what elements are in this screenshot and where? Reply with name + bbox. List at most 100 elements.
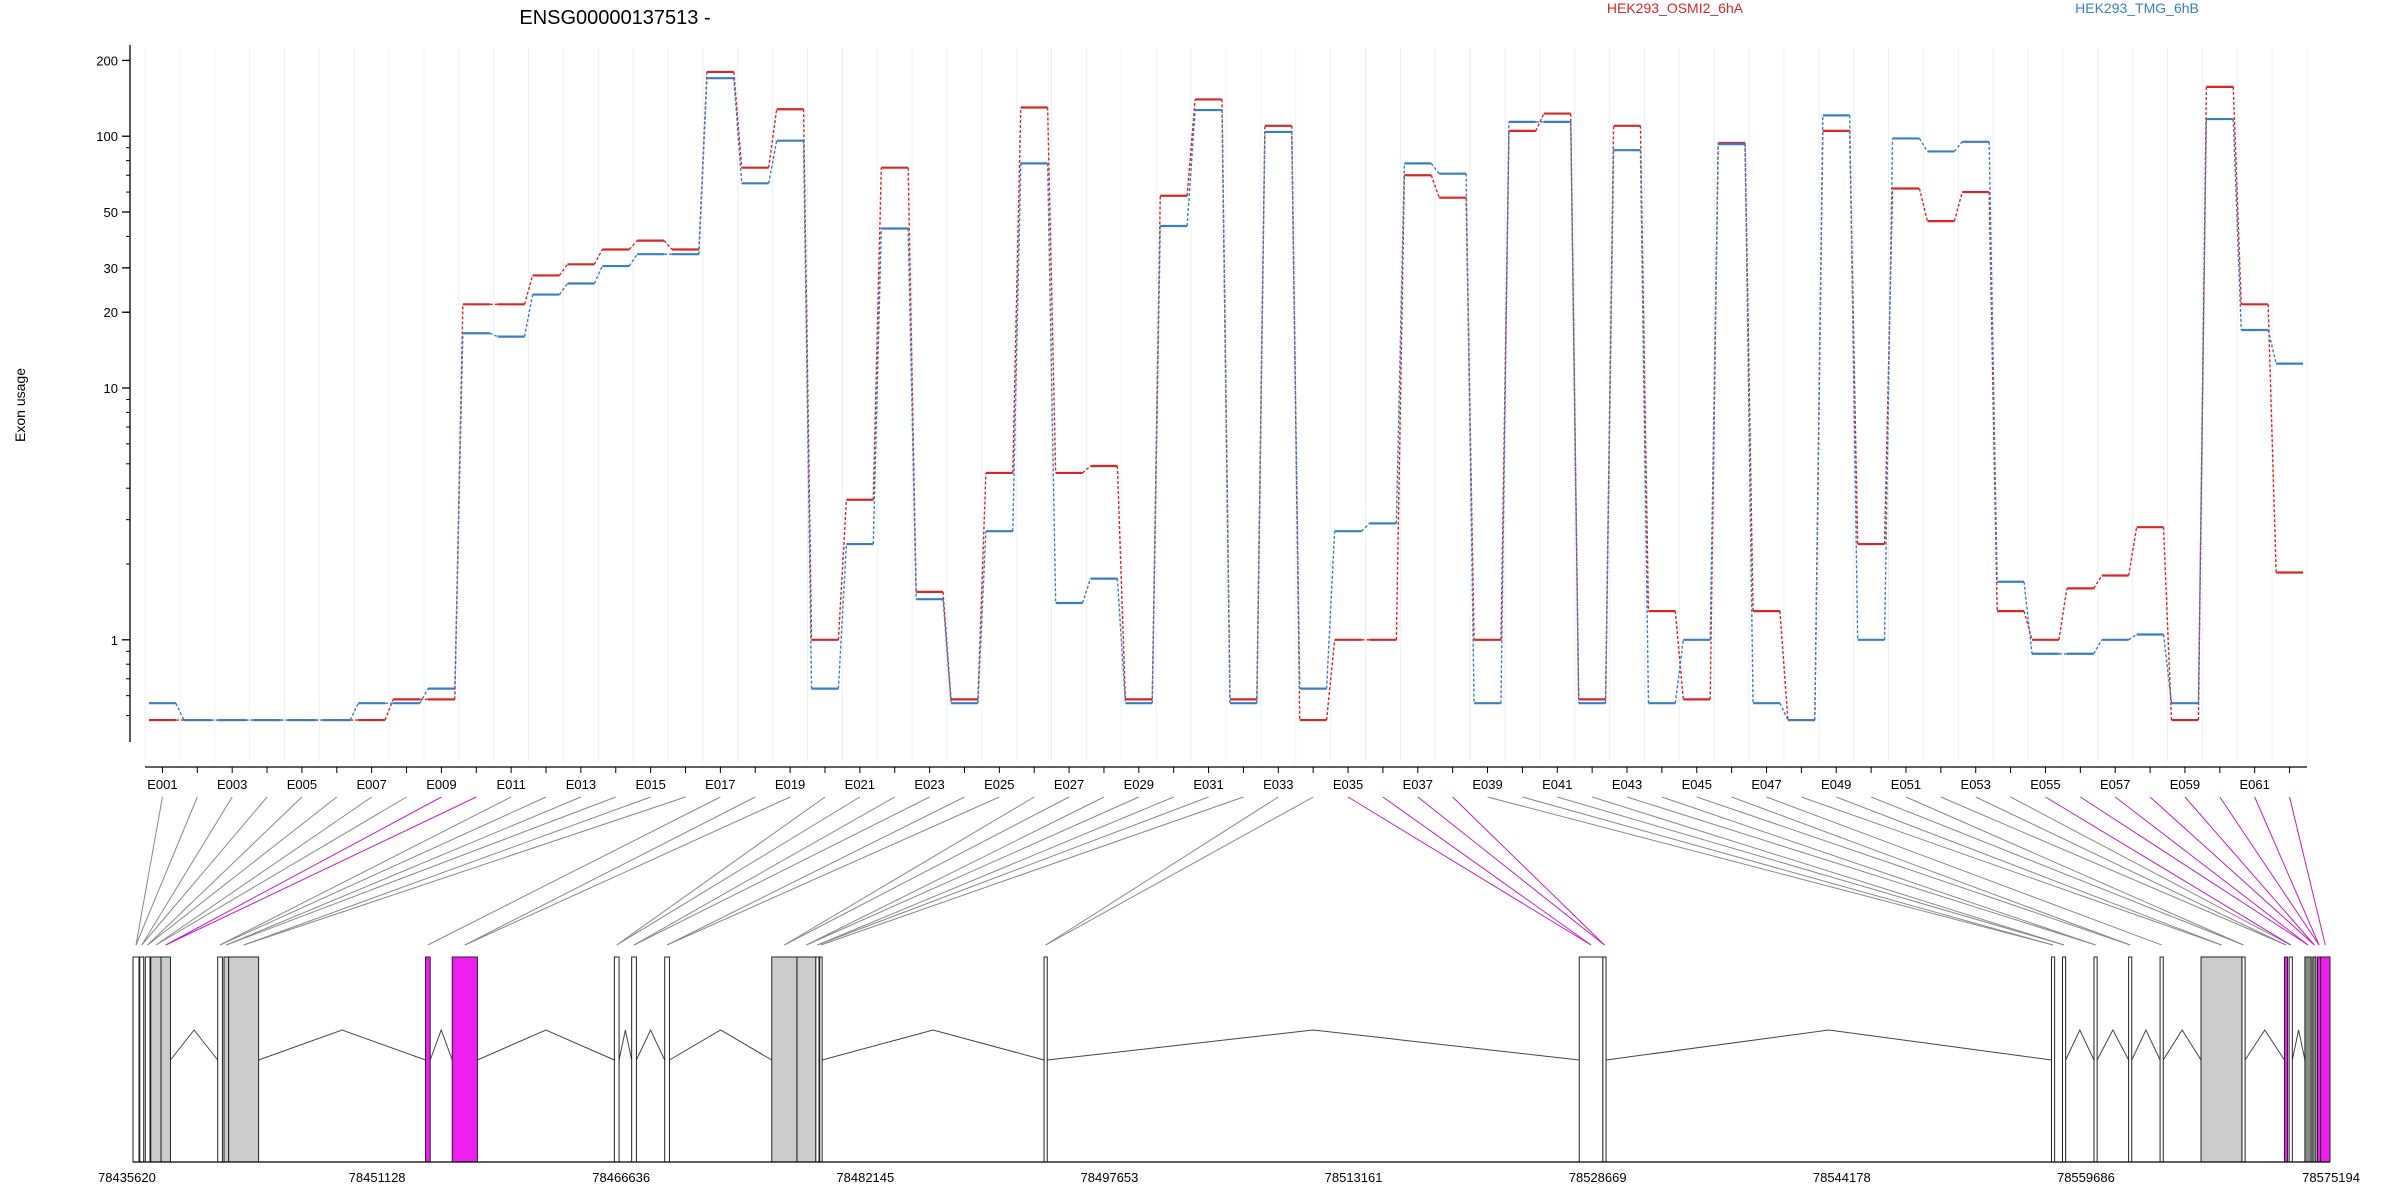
exon-connector [1696, 796, 2131, 946]
exon-connector [1557, 796, 2065, 946]
x-tick-label: E061 [2240, 777, 2270, 792]
exon-connector [1801, 796, 2222, 946]
exon-connector [2219, 796, 2320, 946]
exon-connector [2045, 796, 2292, 946]
exon-block [2050, 956, 2056, 1163]
step-connector [837, 499, 848, 640]
exon-block [451, 956, 478, 1163]
exon-connector [1940, 796, 2287, 946]
intron-line [1605, 1029, 2052, 1061]
step-connector [558, 263, 569, 276]
coord-label: 78482145 [836, 1170, 894, 1185]
exon-connector [1975, 796, 2287, 946]
exon-connector [243, 796, 686, 946]
step-connector [1012, 163, 1022, 532]
step-connector [1848, 115, 1859, 640]
intron-line [2162, 1029, 2202, 1061]
y-tick-label: 200 [96, 53, 118, 68]
coord-label: 78513161 [1325, 1170, 1383, 1185]
x-tick-label: E045 [1682, 777, 1712, 792]
exon-connector [1905, 796, 2244, 946]
coord-label: 78466636 [592, 1170, 650, 1185]
x-tick-label: E039 [1472, 777, 1502, 792]
step-connector [593, 249, 603, 265]
exon-block [2283, 956, 2289, 1163]
exon-connector [666, 796, 1000, 946]
x-tick-label: E051 [1891, 777, 1921, 792]
step-connector [419, 688, 429, 704]
y-axis: 1 10 20 30 50 100 200 [96, 45, 131, 742]
intron-line [258, 1029, 426, 1061]
exon-connector [784, 796, 1035, 946]
step-connector [1570, 121, 1580, 704]
step-connector [1674, 639, 1685, 704]
step-connector [1814, 115, 1824, 721]
exon-connector [817, 796, 1209, 946]
exon-connector [616, 796, 861, 946]
intron-line [2244, 1029, 2285, 1061]
step-connector [1186, 110, 1196, 227]
genomic-coordinate-axis: 78435620 78451128 78466636 78482145 78497653… [98, 1161, 2360, 1185]
exon-block [2093, 956, 2098, 1163]
exon-connector [1591, 796, 2065, 946]
step-connector [767, 140, 778, 184]
x-tick-label: E041 [1542, 777, 1572, 792]
coord-label: 78451128 [349, 1170, 406, 1185]
exon-connector [1382, 796, 1592, 946]
step-connector [2232, 119, 2242, 331]
exon-connector [226, 796, 616, 946]
x-tick-label: E059 [2170, 777, 2200, 792]
step-connector [1639, 150, 1650, 704]
x-tick-label: E055 [2030, 777, 2060, 792]
step-connector [1500, 121, 1510, 704]
step-connector [628, 253, 638, 267]
coord-label: 78544178 [1813, 1170, 1871, 1185]
step-connector [907, 228, 917, 600]
exon-block [2304, 956, 2312, 1163]
x-tick-label: E047 [1751, 777, 1781, 792]
step-connector [1325, 531, 1336, 689]
step-connector [454, 333, 464, 689]
exon-block [2128, 956, 2133, 1163]
intron-line [618, 1029, 633, 1061]
exon-block [664, 956, 670, 1163]
step-connector [1709, 142, 1719, 700]
intron-line [429, 1028, 453, 1061]
exon-block [2062, 956, 2067, 1163]
exon-connector [806, 796, 1105, 946]
step-connector [2128, 633, 2138, 641]
exon-block [139, 956, 145, 1163]
x-tick-label: E033 [1263, 777, 1293, 792]
exon-connector [165, 796, 477, 946]
step-connector [558, 283, 569, 295]
x-tick-label: E007 [356, 777, 386, 792]
exon-connector [633, 796, 895, 946]
intron-line [2291, 1029, 2306, 1061]
exon-connector [147, 796, 303, 946]
exon-block [613, 956, 620, 1163]
x-tick-label: E019 [775, 777, 805, 792]
intron-line [635, 1028, 666, 1061]
coord-label: 78497653 [1081, 1170, 1139, 1185]
exon-connector [2184, 796, 2315, 946]
x-axis: E001 E003 E005 E007 E009 E011 E013 E015 E017 E019… [145, 766, 2307, 792]
exon-block [815, 956, 820, 1163]
step-connector [1116, 465, 1127, 700]
intron-line [170, 1029, 219, 1061]
exon-connector [141, 796, 268, 946]
step-connector [1151, 225, 1161, 704]
exon-block [1578, 956, 1604, 1163]
step-connector [2093, 575, 2103, 589]
exon-connector [2289, 796, 2326, 946]
exon-connector [1487, 796, 2054, 946]
step-connector [1325, 639, 1336, 721]
exon-block [217, 956, 223, 1163]
exon-connector [1045, 796, 1279, 946]
step-connector [2162, 634, 2173, 704]
coord-label: 78528669 [1569, 1170, 1627, 1185]
intron-line [2065, 1028, 2095, 1061]
exon-block [796, 956, 817, 1163]
x-tick-label: E029 [1124, 777, 1154, 792]
step-connector [2127, 527, 2138, 576]
step-connector [523, 294, 534, 337]
